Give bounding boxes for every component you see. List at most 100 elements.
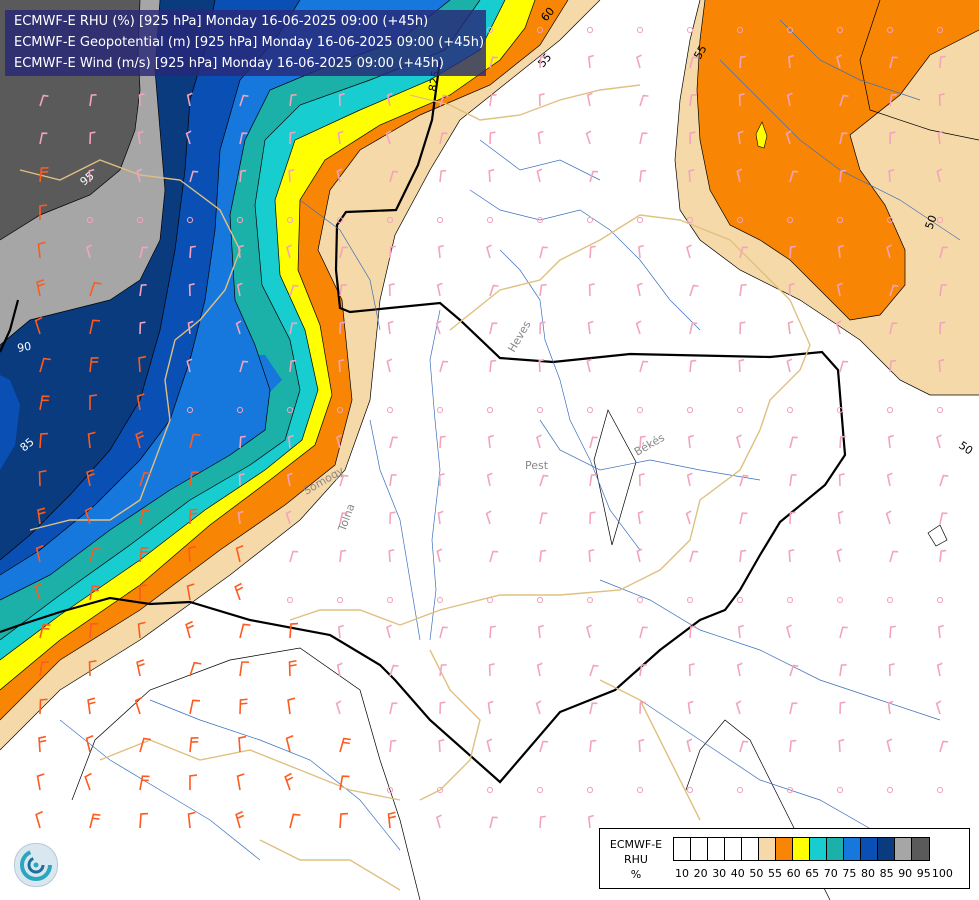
calm-wind-marker [336,406,344,414]
wind-barb [289,813,301,829]
wind-barb [686,406,694,414]
wind-barb [688,168,695,183]
wind-barb [489,284,499,297]
wind-barb [737,624,744,639]
wind-barb [736,26,744,34]
calm-wind-marker [636,216,644,224]
geopotential-contour [0,59,847,784]
wind-barb [936,168,943,183]
legend-swatch-65 [793,838,810,860]
wind-barb [686,786,694,794]
wind-barb [839,701,846,715]
calm-wind-marker [836,406,844,414]
calm-wind-marker [786,26,794,34]
wind-barb [335,700,342,715]
calm-wind-marker [436,216,444,224]
wind-barb [87,431,96,449]
wind-barb [486,216,494,224]
wind-barb [536,596,544,604]
wind-barb [286,472,293,487]
wind-barb [486,786,494,794]
wind-barb [939,549,947,563]
calm-wind-marker [936,406,944,414]
wind-barb [189,170,199,183]
calm-wind-marker [336,216,344,224]
calm-wind-marker [936,216,944,224]
wind-barb [686,596,694,604]
calm-wind-marker [486,26,494,34]
place-heves: Heves [505,318,533,354]
wind-barb [586,216,594,224]
wind-barb [739,321,746,335]
wind-barb [338,93,345,107]
wind-barb [489,359,497,373]
wind-barb [639,626,648,639]
wind-barb [39,94,49,107]
wind-barb [239,94,249,107]
title-wind: ECMWF-E Wind (m/s) [925 hPa] Monday 16-0… [14,56,445,71]
wind-barb [635,320,642,335]
legend-tick-90: 90 [898,867,913,880]
wind-barb [486,472,493,487]
wind-barb [289,359,297,373]
wind-barb [587,54,594,69]
wind-barb [86,244,92,259]
wind-barb [239,698,248,715]
wind-barb [786,624,792,639]
wind-barb [389,702,398,715]
legend-color-bar [673,837,930,861]
calm-wind-marker [486,216,494,224]
calm-wind-marker [886,596,894,604]
wind-barb [836,216,844,224]
wind-barb [886,786,894,794]
calm-wind-marker [86,216,94,224]
wind-barb [689,131,696,145]
calm-wind-marker [586,216,594,224]
wind-barb [689,550,699,563]
calm-wind-marker [636,786,644,794]
wind-barb [935,700,942,715]
calm-wind-marker [686,596,694,604]
wind-barb [37,507,46,525]
wind-barb [736,216,744,224]
calm-wind-marker [286,596,294,604]
wind-barb [686,216,694,224]
legend-swatch-85 [861,838,878,860]
legend-swatch-75 [827,838,844,860]
legend-tick-30: 30 [712,867,727,880]
wind-barb [239,132,248,145]
wind-barb [836,26,844,34]
wind-barb [889,625,896,639]
legend-variable: RHU [624,853,648,866]
wind-barb [836,406,844,414]
wind-barb [339,321,346,335]
wind-barb [136,168,143,183]
wind-barb [889,550,899,563]
wind-barb [236,282,243,297]
wind-barb [386,596,394,604]
wind-barb [289,550,299,563]
wind-barb [287,434,294,449]
title-rhu: ECMWF-E RHU (%) [925 hPa] Monday 16-06-2… [14,14,429,29]
wind-barb [787,320,794,335]
wind-barb [889,284,899,297]
legend-tick-85: 85 [879,867,894,880]
wind-barb [539,549,547,563]
provider-logo-icon [14,843,58,887]
wind-barb [636,26,644,34]
wind-barb [839,94,849,107]
wind-barb [637,510,644,525]
wind-barb [689,94,697,107]
wind-barb [236,216,244,224]
calm-wind-marker [836,26,844,34]
wind-barb [685,510,692,525]
wind-barb [886,738,893,753]
wind-barb [639,132,648,145]
legend-swatch-10 [674,838,691,860]
wind-barb [36,279,45,297]
wind-barb [786,216,794,224]
wind-barb [586,358,593,373]
calm-wind-marker [636,596,644,604]
wind-barb [885,510,892,525]
wind-barb [487,434,494,449]
